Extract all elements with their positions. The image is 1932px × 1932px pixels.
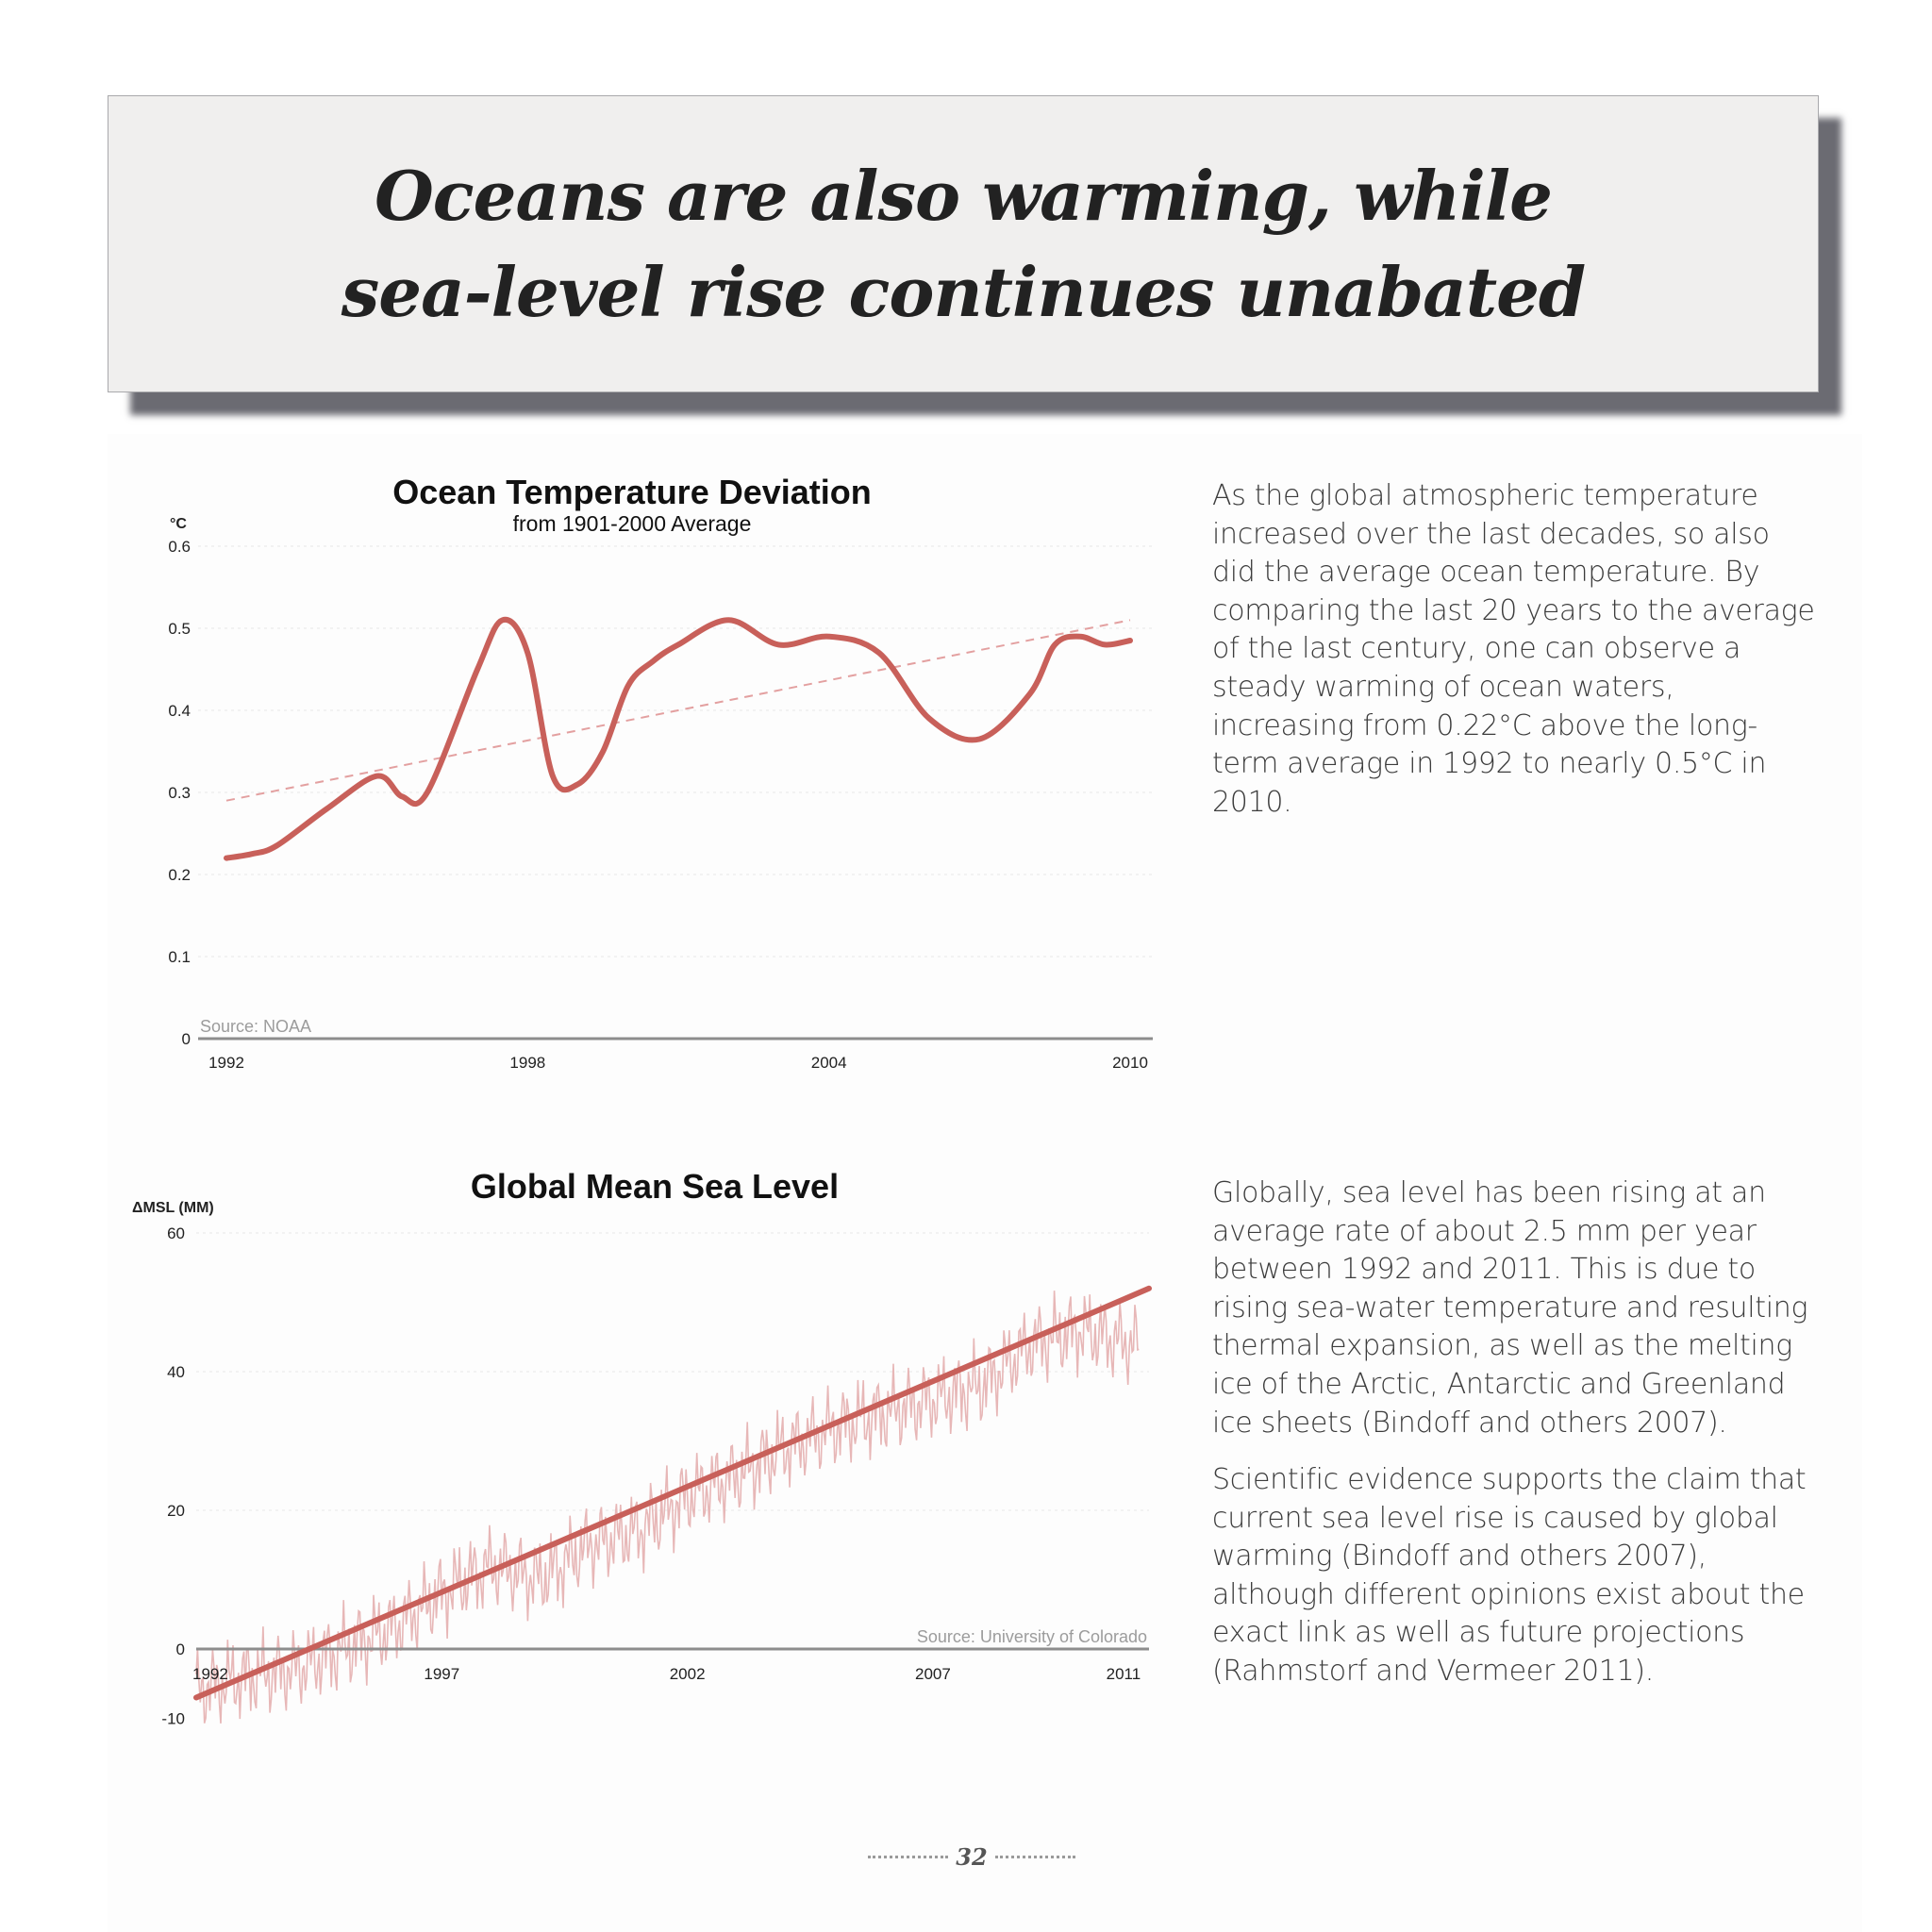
y-tick-label: 0.1 xyxy=(168,948,191,966)
paragraph-ocean-temperature: As the global atmospheric temperature in… xyxy=(1212,479,1815,819)
x-tick-label: 2011 xyxy=(1107,1665,1141,1683)
page-title: Oceans are also warming, while sea-level… xyxy=(341,155,1586,332)
y-tick-label: 0 xyxy=(182,1030,191,1048)
source-label: Source: NOAA xyxy=(200,1017,311,1036)
page-number: 32 xyxy=(868,1840,1075,1874)
y-axis-unit: °C xyxy=(170,516,187,532)
source-label: Source: University of Colorado xyxy=(917,1627,1147,1646)
content-panel xyxy=(108,434,1862,1932)
y-tick-label: 0.4 xyxy=(168,702,191,720)
y-axis-unit: ΔMSL (MM) xyxy=(132,1200,214,1216)
y-tick-label: 0.3 xyxy=(168,784,191,802)
page-number-text: 32 xyxy=(956,1842,988,1871)
y-tick-label: 0 xyxy=(176,1641,185,1658)
x-tick-label: 1997 xyxy=(424,1665,459,1683)
x-tick-label: 2002 xyxy=(670,1665,706,1683)
sea-level-trend-line xyxy=(193,1285,1152,1701)
chart-title: Global Mean Sea Level xyxy=(471,1167,839,1206)
chart-subtitle: from 1901-2000 Average xyxy=(513,511,752,536)
x-tick-label: 2004 xyxy=(811,1054,847,1072)
title-banner: Oceans are also warming, while sea-level… xyxy=(108,95,1819,392)
y-tick-label: 60 xyxy=(167,1224,185,1242)
page-number-right-dots xyxy=(994,1855,1075,1858)
y-tick-label: 20 xyxy=(167,1502,185,1520)
temperature-deviation-line xyxy=(224,616,1133,861)
y-tick-label: -10 xyxy=(161,1710,185,1728)
paragraph-sea-level-rate: Globally, sea level has been rising at a… xyxy=(1212,1176,1808,1440)
y-tick-label: 0.2 xyxy=(168,866,191,884)
x-tick-label: 2007 xyxy=(915,1665,951,1683)
y-tick-label: 0.5 xyxy=(168,620,191,638)
x-tick-label: 1998 xyxy=(509,1054,545,1072)
y-tick-label: 0.6 xyxy=(168,538,191,556)
chart-title: Ocean Temperature Deviation xyxy=(392,473,872,511)
x-tick-label: 1992 xyxy=(192,1665,228,1683)
y-tick-label: 40 xyxy=(167,1363,185,1381)
x-tick-label: 1992 xyxy=(208,1054,244,1072)
paragraph-sea-level-evidence: Scientific evidence supports the claim t… xyxy=(1212,1463,1807,1688)
trend-line xyxy=(225,619,1131,802)
page-number-left-dots xyxy=(868,1855,949,1858)
x-tick-label: 2010 xyxy=(1112,1054,1148,1072)
